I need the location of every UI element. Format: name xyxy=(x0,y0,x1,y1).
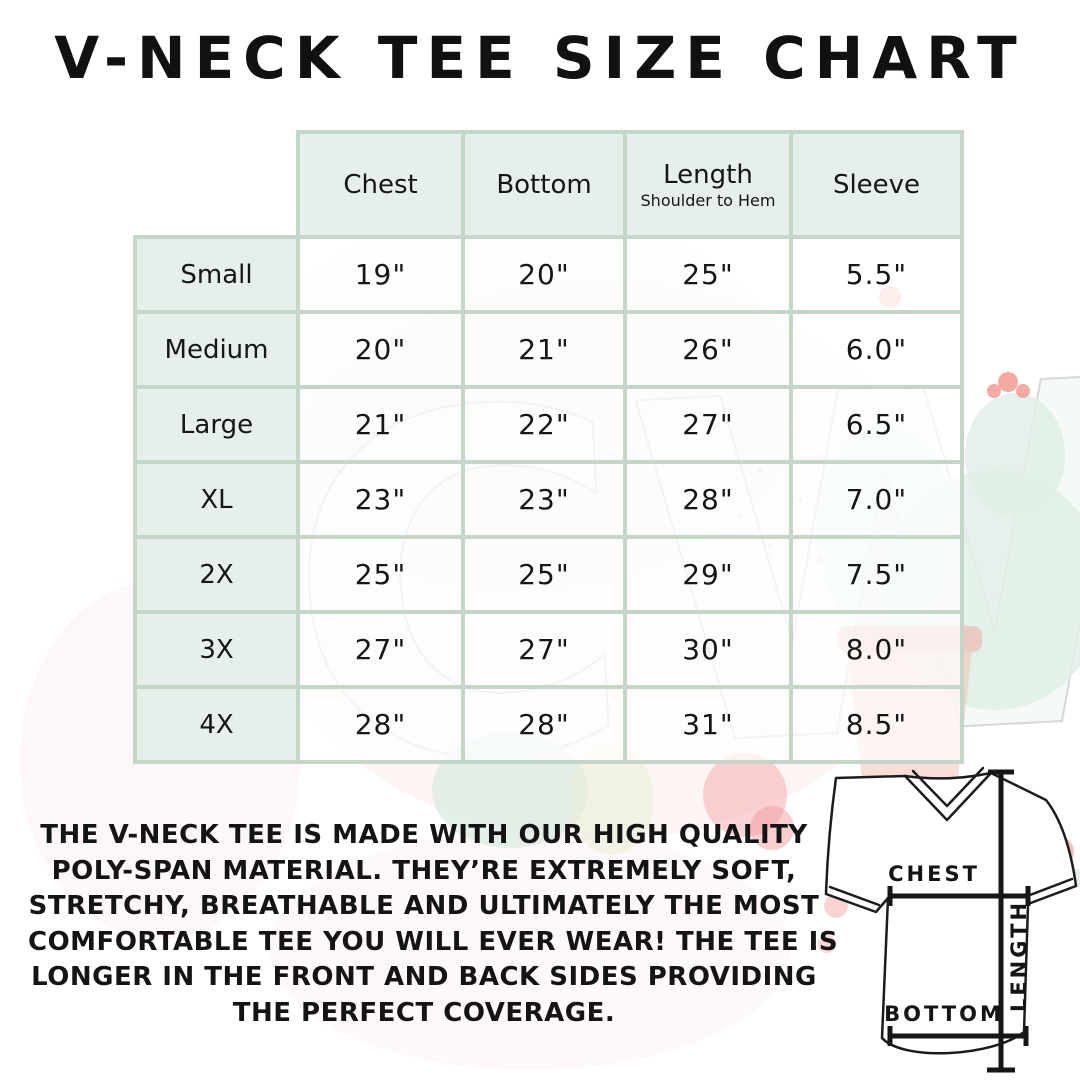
description-line: LONGER IN THE FRONT AND BACK SIDES PROVI… xyxy=(31,962,817,992)
chest-value-cell: 28" xyxy=(296,685,465,764)
bottom-value-cell: 27" xyxy=(461,610,627,689)
bottom-label: BOTTOM xyxy=(884,1002,1004,1026)
bottom-value-cell: 22" xyxy=(461,385,627,464)
col-header-length: Length Shoulder to Hem xyxy=(623,130,793,239)
tee-outline xyxy=(824,766,1078,1055)
length-value-cell: 31" xyxy=(623,685,793,764)
length-value-cell: 27" xyxy=(623,385,793,464)
description-line: THE V-NECK TEE IS MADE WITH OUR HIGH QUA… xyxy=(40,820,808,850)
bottom-value-cell: 20" xyxy=(461,235,627,314)
col-header-sleeve: Sleeve xyxy=(789,130,964,239)
size-label-cell: Small xyxy=(133,235,300,314)
sleeve-value-cell: 5.5" xyxy=(789,235,964,314)
header-row: Chest Bottom Length Shoulder to Hem Slee… xyxy=(135,130,964,239)
size-table: Chest Bottom Length Shoulder to Hem Slee… xyxy=(133,130,964,764)
size-label-cell: XL xyxy=(133,460,300,539)
table-row: Small 19" 20" 25" 5.5" xyxy=(133,235,964,314)
description-line: THE PERFECT COVERAGE. xyxy=(232,997,616,1028)
description-line: POLY-SPAN MATERIAL. THEY’RE EXTREMELY SO… xyxy=(51,855,797,886)
length-value-cell: 26" xyxy=(623,310,793,389)
col-header-chest: Chest xyxy=(296,130,465,239)
tee-diagram: CHEST BOTTOM LENGTH xyxy=(824,766,1078,1073)
table-row: Large 21" 22" 27" 6.5" xyxy=(133,385,964,464)
chest-value-cell: 27" xyxy=(296,610,465,689)
size-label-cell: 3X xyxy=(133,610,300,689)
chest-value-cell: 21" xyxy=(296,385,465,464)
table-row: 4X 28" 28" 31" 8.5" xyxy=(133,685,964,764)
sleeve-value-cell: 7.5" xyxy=(789,535,964,614)
description-line: COMFORTABLE TEE YOU WILL EVER WEAR! THE … xyxy=(28,926,839,957)
table-row: 2X 25" 25" 29" 7.5" xyxy=(133,535,964,614)
bottom-value-cell: 23" xyxy=(461,460,627,539)
size-label-cell: Large xyxy=(133,385,300,464)
chest-value-cell: 19" xyxy=(296,235,465,314)
measurement-lines xyxy=(887,769,1031,1073)
col-header-length-title: Length xyxy=(663,159,753,190)
table-row: Medium 20" 21" 26" 6.0" xyxy=(133,310,964,389)
description: THE V-NECK TEE IS MADE WITH OUR HIGH QUA… xyxy=(28,818,839,1031)
bottom-value-cell: 21" xyxy=(461,310,627,389)
description-line: STRETCHY, BREATHABLE AND ULTIMATELY THE … xyxy=(28,891,820,921)
sleeve-value-cell: 8.0" xyxy=(789,610,964,689)
size-label-cell: Medium xyxy=(133,310,300,389)
size-label-cell: 4X xyxy=(133,685,300,764)
sleeve-value-cell: 6.5" xyxy=(789,385,964,464)
sleeve-value-cell: 7.0" xyxy=(789,460,964,539)
length-value-cell: 28" xyxy=(623,460,793,539)
chest-value-cell: 23" xyxy=(296,460,465,539)
chest-label: CHEST xyxy=(888,862,980,886)
col-header-length-subtitle: Shoulder to Hem xyxy=(640,190,776,210)
bottom-value-cell: 25" xyxy=(461,535,627,614)
chest-value-cell: 20" xyxy=(296,310,465,389)
size-table-body: Small 19" 20" 25" 5.5" Medium 20" 21" 26" 6.0" Lar… xyxy=(133,235,964,764)
chest-value-cell: 25" xyxy=(296,535,465,614)
length-value-cell: 29" xyxy=(623,535,793,614)
sleeve-value-cell: 6.0" xyxy=(789,310,964,389)
length-value-cell: 25" xyxy=(623,235,793,314)
corner-cell xyxy=(135,132,298,237)
table-row: XL 23" 23" 28" 7.0" xyxy=(133,460,964,539)
bottom-value-cell: 28" xyxy=(461,685,627,764)
length-label: LENGTH xyxy=(1007,900,1031,1012)
col-header-bottom: Bottom xyxy=(461,130,627,239)
table-row: 3X 27" 27" 30" 8.0" xyxy=(133,610,964,689)
size-label-cell: 2X xyxy=(133,535,300,614)
length-value-cell: 30" xyxy=(623,610,793,689)
page-title: V-NECK TEE SIZE CHART xyxy=(54,24,1026,92)
sleeve-value-cell: 8.5" xyxy=(789,685,964,764)
